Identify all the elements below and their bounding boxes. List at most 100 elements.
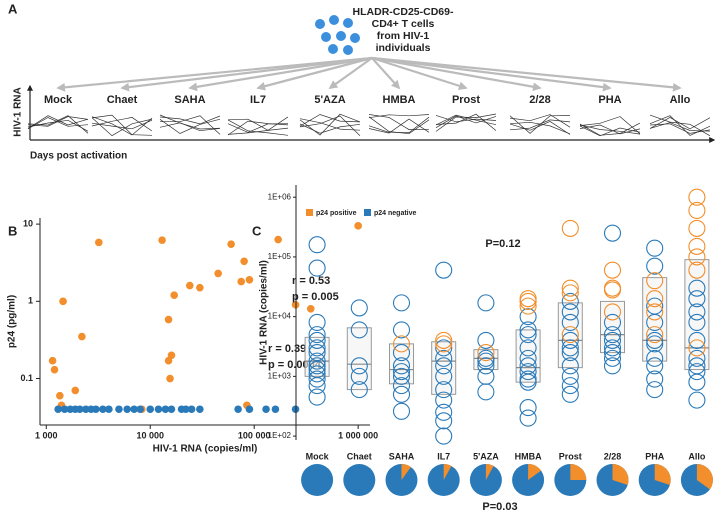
data-point	[646, 357, 664, 375]
data-point	[646, 303, 664, 321]
data-point	[688, 349, 706, 367]
data-point	[561, 292, 579, 310]
x-tick-label: 100 000	[238, 430, 271, 440]
y-tick-label: 1E+02	[268, 431, 292, 440]
data-point	[308, 357, 326, 375]
condition-label: 2/28	[529, 94, 550, 106]
trace-line	[159, 118, 221, 134]
category-label: Allo	[688, 451, 706, 461]
data-point	[350, 367, 368, 385]
trace-line	[579, 116, 641, 135]
data-point	[519, 321, 537, 339]
data-point	[646, 381, 664, 399]
trace-line	[91, 117, 153, 137]
y-tick-label: 1E+05	[268, 252, 292, 261]
trace-line	[435, 115, 497, 129]
data-point	[245, 275, 254, 284]
fan-arrow	[371, 57, 401, 90]
data-point	[227, 240, 235, 248]
fan-arrow	[56, 56, 373, 92]
data-point	[56, 391, 64, 400]
trace-line	[649, 122, 711, 132]
pie-negative	[343, 464, 376, 496]
data-point	[115, 405, 123, 414]
data-point	[519, 292, 537, 310]
data-point	[688, 248, 706, 266]
data-point	[123, 405, 131, 414]
trace-line	[368, 116, 430, 133]
condition-label: HMBA	[383, 94, 416, 106]
data-point	[392, 344, 411, 362]
y-axis-label: HIV-1 RNA (copies/ml)	[259, 260, 270, 365]
fan-arrow	[328, 57, 373, 90]
data-point	[519, 326, 537, 344]
data-point	[603, 339, 622, 357]
data-point	[95, 238, 103, 247]
data-point	[308, 388, 326, 406]
trace-line	[299, 113, 361, 136]
data-point	[646, 290, 664, 308]
data-point	[477, 352, 495, 370]
data-point	[477, 294, 495, 312]
data-point	[78, 332, 86, 341]
data-point	[688, 290, 706, 308]
data-point	[519, 363, 537, 381]
data-point	[561, 344, 579, 362]
data-point	[392, 367, 411, 385]
fan-arrow	[371, 56, 468, 91]
data-point	[240, 257, 248, 266]
data-point	[59, 297, 67, 306]
data-point	[561, 284, 579, 302]
data-point	[519, 308, 537, 326]
data-point	[187, 405, 196, 414]
trace-line	[299, 118, 361, 131]
data-point	[234, 405, 242, 414]
axis-label: Days post activation	[30, 151, 127, 162]
data-point	[603, 281, 622, 299]
data-point	[167, 405, 176, 414]
data-point	[136, 405, 144, 414]
title-line: HLADR-CD25-CD69-	[353, 6, 454, 18]
data-point	[99, 405, 107, 414]
data-point	[688, 313, 706, 331]
panel-label: A	[8, 1, 18, 16]
data-point	[392, 321, 411, 339]
data-point	[274, 235, 282, 244]
data-point	[435, 412, 453, 430]
annotation: p = 0.005	[292, 291, 339, 303]
data-point	[392, 385, 411, 403]
condition-label: SAHA	[174, 94, 205, 106]
data-point	[308, 331, 326, 349]
category-label: Prost	[559, 451, 582, 461]
data-point	[308, 339, 326, 357]
data-point	[196, 405, 204, 414]
legend-swatch	[306, 209, 313, 216]
condition-label: Mock	[44, 94, 73, 106]
data-point	[196, 283, 204, 292]
category-label: Mock	[306, 451, 330, 461]
data-point	[603, 349, 622, 367]
data-point	[435, 427, 453, 445]
data-point	[688, 303, 706, 321]
annotation: r = 0.39	[268, 343, 306, 355]
title-line: CD4+ T cells	[372, 18, 435, 30]
data-point	[688, 237, 706, 255]
data-point	[435, 339, 453, 357]
trace-line	[159, 115, 221, 125]
cells-icon	[315, 15, 360, 55]
data-point	[561, 313, 579, 331]
condition-label: Chaet	[107, 94, 138, 106]
data-point	[271, 405, 280, 414]
data-point	[435, 391, 453, 409]
data-point	[603, 279, 622, 297]
data-point	[435, 357, 453, 375]
data-point	[603, 313, 622, 331]
legend-label: p24 positive	[316, 210, 357, 217]
y-tick-label: 0.1	[20, 373, 33, 383]
data-point	[561, 326, 579, 344]
condition-label: Allo	[670, 94, 691, 106]
trace-line	[579, 124, 641, 135]
data-point	[308, 370, 326, 388]
data-point	[646, 313, 664, 331]
axis-label: HIV-1 RNA	[13, 87, 24, 136]
